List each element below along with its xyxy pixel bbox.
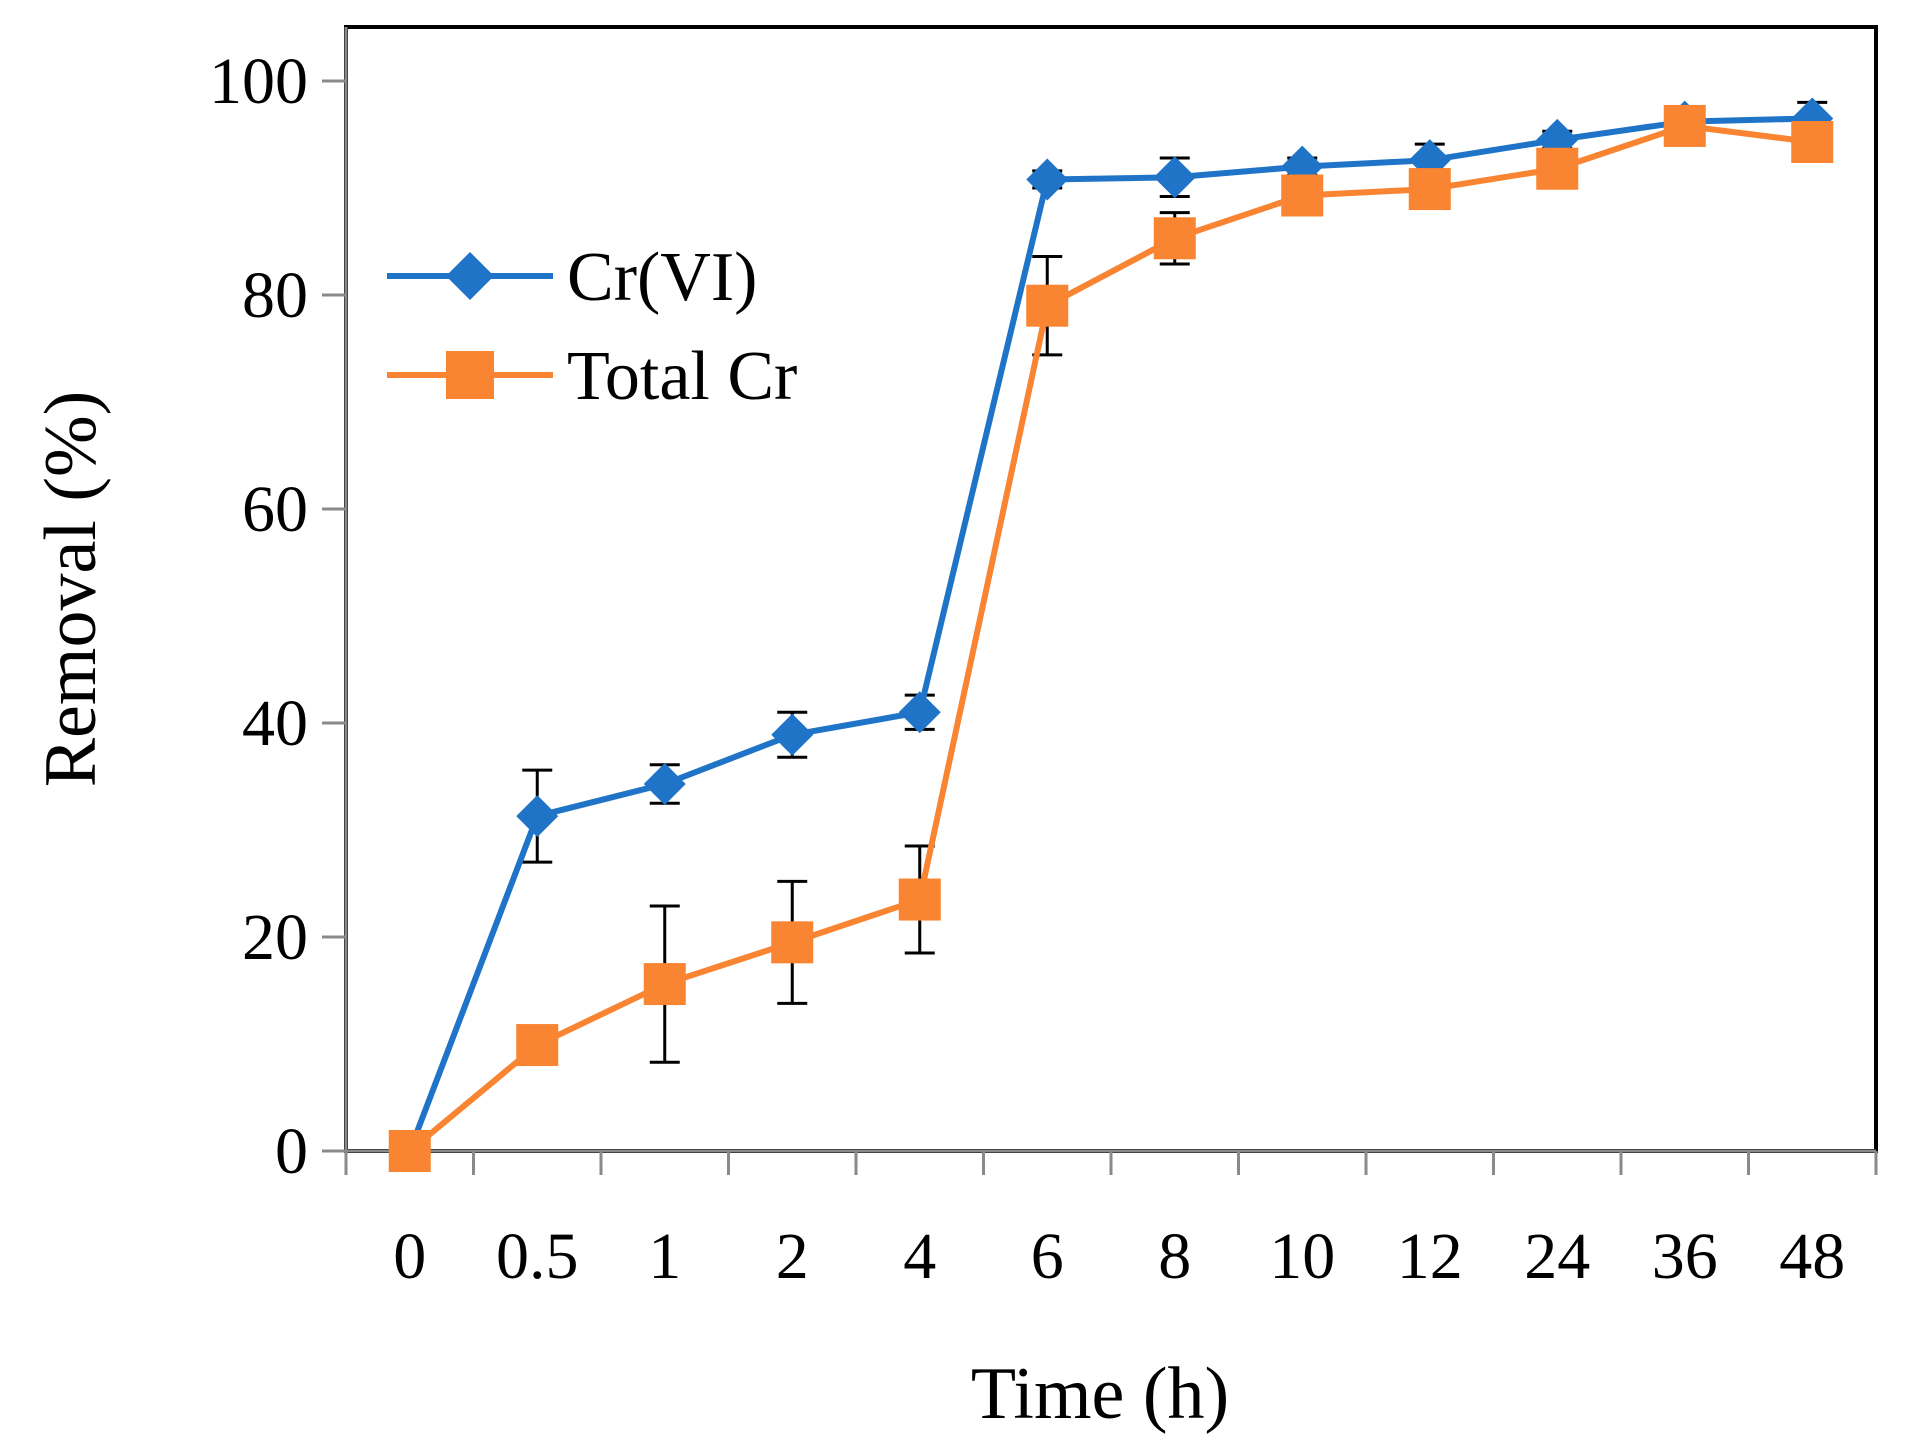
legend-label: Total Cr: [567, 338, 797, 415]
x-tick-label-4: 4: [903, 1220, 936, 1293]
plot-area: [344, 25, 1878, 1153]
data-point-diamond: [516, 795, 559, 838]
legend-item-1: Total Cr: [387, 338, 797, 415]
data-point-square: [898, 878, 941, 921]
series-line: [407, 122, 1813, 1154]
data-point-diamond: [771, 713, 814, 756]
y-tick-label-60: 60: [242, 473, 308, 546]
x-tick-label-10: 10: [1269, 1220, 1335, 1293]
x-tick-label-0: 0: [393, 1220, 426, 1293]
y-tick-label-0: 0: [275, 1115, 308, 1188]
data-point-square: [516, 1024, 559, 1067]
data-point-square: [1153, 217, 1196, 260]
data-point-square: [388, 1130, 431, 1172]
series-line: [406, 115, 1813, 1153]
x-tick-label-12: 12: [1397, 1220, 1463, 1293]
data-point-square: [1281, 174, 1324, 217]
x-tick-label-2: 2: [776, 1220, 809, 1293]
data-point-square: [1408, 168, 1451, 211]
series-layer: [388, 97, 1834, 1172]
data-point-square: [1536, 147, 1579, 190]
legend-marker-square: [446, 351, 494, 399]
y-tick-label-20: 20: [242, 901, 308, 974]
x-tick-label-0.5: 0.5: [496, 1220, 579, 1293]
y-axis: 0 20 40 60 80 100: [209, 27, 348, 1188]
legend-label: Cr(VI): [567, 239, 757, 316]
data-point-diamond: [1026, 158, 1069, 201]
x-tick-label-48: 48: [1779, 1220, 1845, 1293]
data-point-diamond: [898, 691, 941, 734]
x-axis-title: Time (h): [971, 1353, 1229, 1435]
x-tick-label-8: 8: [1158, 1220, 1191, 1293]
y-tick-label-80: 80: [242, 259, 308, 332]
y-axis-title: Removal (%): [30, 391, 112, 788]
x-tick-label-6: 6: [1031, 1220, 1064, 1293]
data-point-square: [643, 963, 686, 1006]
data-point-square: [1026, 284, 1069, 327]
legend-marker-diamond: [446, 252, 494, 300]
data-point-square: [1791, 120, 1834, 163]
data-point-square: [771, 921, 814, 964]
data-point-square: [1663, 104, 1706, 147]
x-tick-label-36: 36: [1652, 1220, 1718, 1293]
y-tick-label-40: 40: [242, 687, 308, 760]
x-tick-label-24: 24: [1524, 1220, 1590, 1293]
data-point-diamond: [643, 762, 686, 805]
y-tick-label-100: 100: [209, 45, 308, 118]
legend-item-0: Cr(VI): [387, 239, 757, 316]
x-axis: 0 0.5 1 2 4 6 8 10 12 24 36 48: [344, 1149, 1878, 1293]
x-tick-label-1: 1: [648, 1220, 681, 1293]
data-point-diamond: [1153, 156, 1196, 199]
series-total-cr: [388, 104, 1834, 1172]
legend: Cr(VI) Total Cr: [387, 239, 797, 415]
